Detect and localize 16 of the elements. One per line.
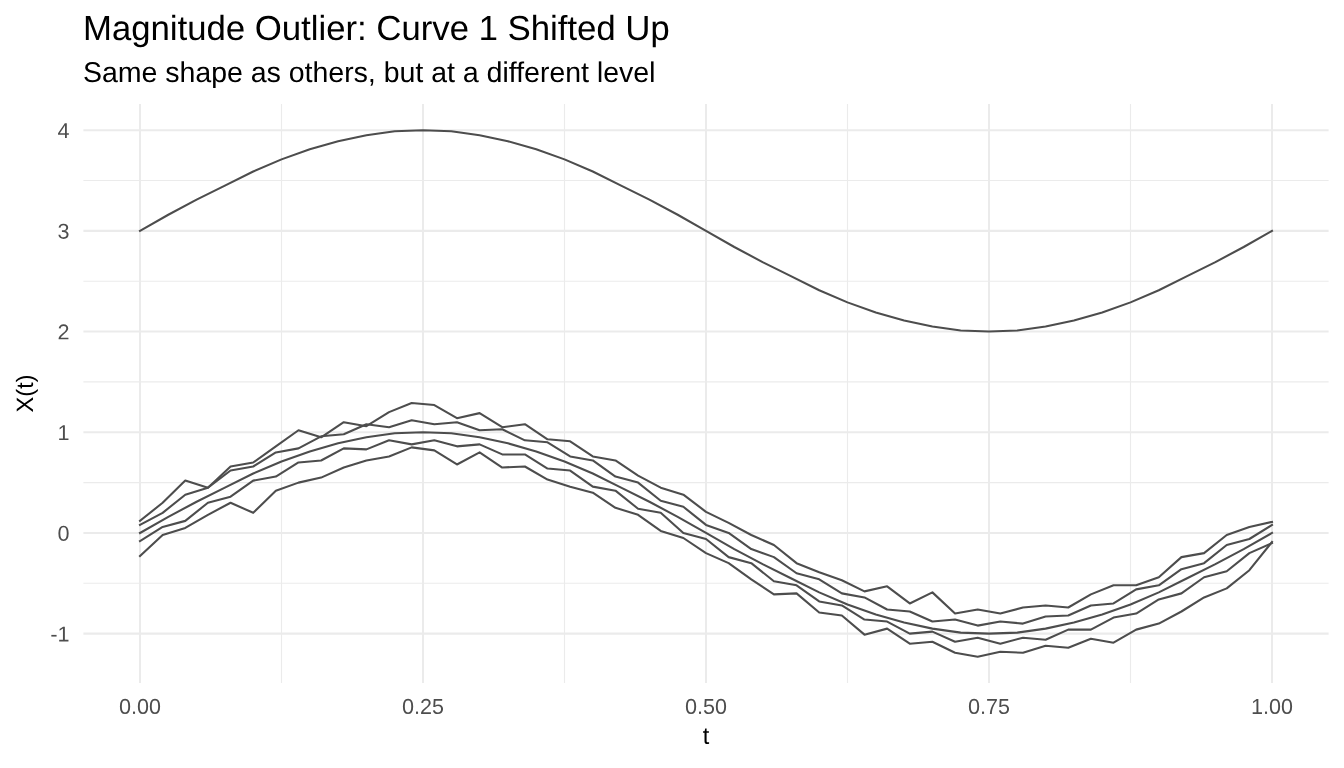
chart-title: Magnitude Outlier: Curve 1 Shifted Up [85,14,669,48]
y-tick-label: 4 [58,123,69,138]
y-tick-label: 2 [58,324,69,340]
x-tick-label: 0.75 [968,698,1010,715]
y-axis-title: X(t) [15,375,38,412]
y-tick-label: 1 [59,425,69,441]
x-tick-label: 1.00 [1252,698,1293,715]
y-tick-label: 3 [58,223,69,239]
chart-subtitle: Same shape as others, but at a different level [84,61,654,88]
x-tick-label: 0.50 [685,698,727,715]
line-series [138,129,1274,333]
x-tick-label: 0.25 [402,698,444,715]
x-tick-label: 0.00 [119,698,161,715]
y-tick-label: 0 [58,525,69,541]
x-axis-title: t [703,728,710,744]
y-tick-label: -1 [51,626,69,642]
